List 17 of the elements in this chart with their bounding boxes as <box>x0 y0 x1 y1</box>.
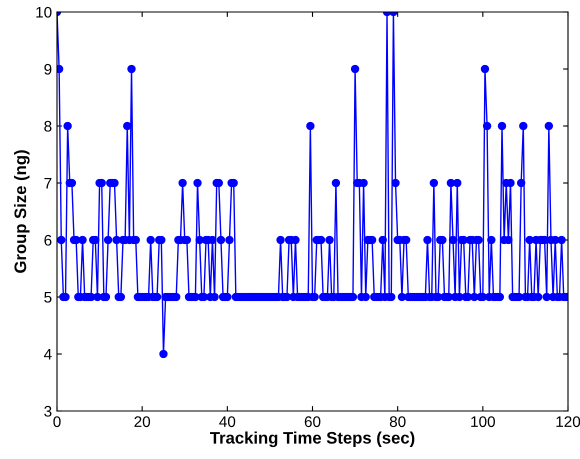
x-tick-label: 100 <box>471 416 495 428</box>
x-tick-label: 60 <box>304 416 320 428</box>
x-tick-label: 40 <box>219 416 236 428</box>
y-tick-label: 4 <box>44 349 52 360</box>
y-tick-label: 7 <box>44 178 52 189</box>
x-tick-label: 120 <box>556 416 580 428</box>
y-tick-label: 10 <box>36 6 52 18</box>
y-tick-label: 8 <box>44 120 52 132</box>
y-tick-label: 5 <box>44 292 52 303</box>
y-tick-label: 6 <box>44 234 52 246</box>
x-tick-label: 20 <box>134 416 150 428</box>
y-tick-label: 3 <box>44 406 52 417</box>
x-tick-label: 80 <box>390 416 406 428</box>
x-tick-label: 0 <box>53 416 61 428</box>
x-axis-title: Tracking Time Steps (sec) <box>210 431 414 448</box>
y-tick-label: 9 <box>44 64 52 75</box>
y-axis-title: Group Size (ng) <box>14 150 30 273</box>
